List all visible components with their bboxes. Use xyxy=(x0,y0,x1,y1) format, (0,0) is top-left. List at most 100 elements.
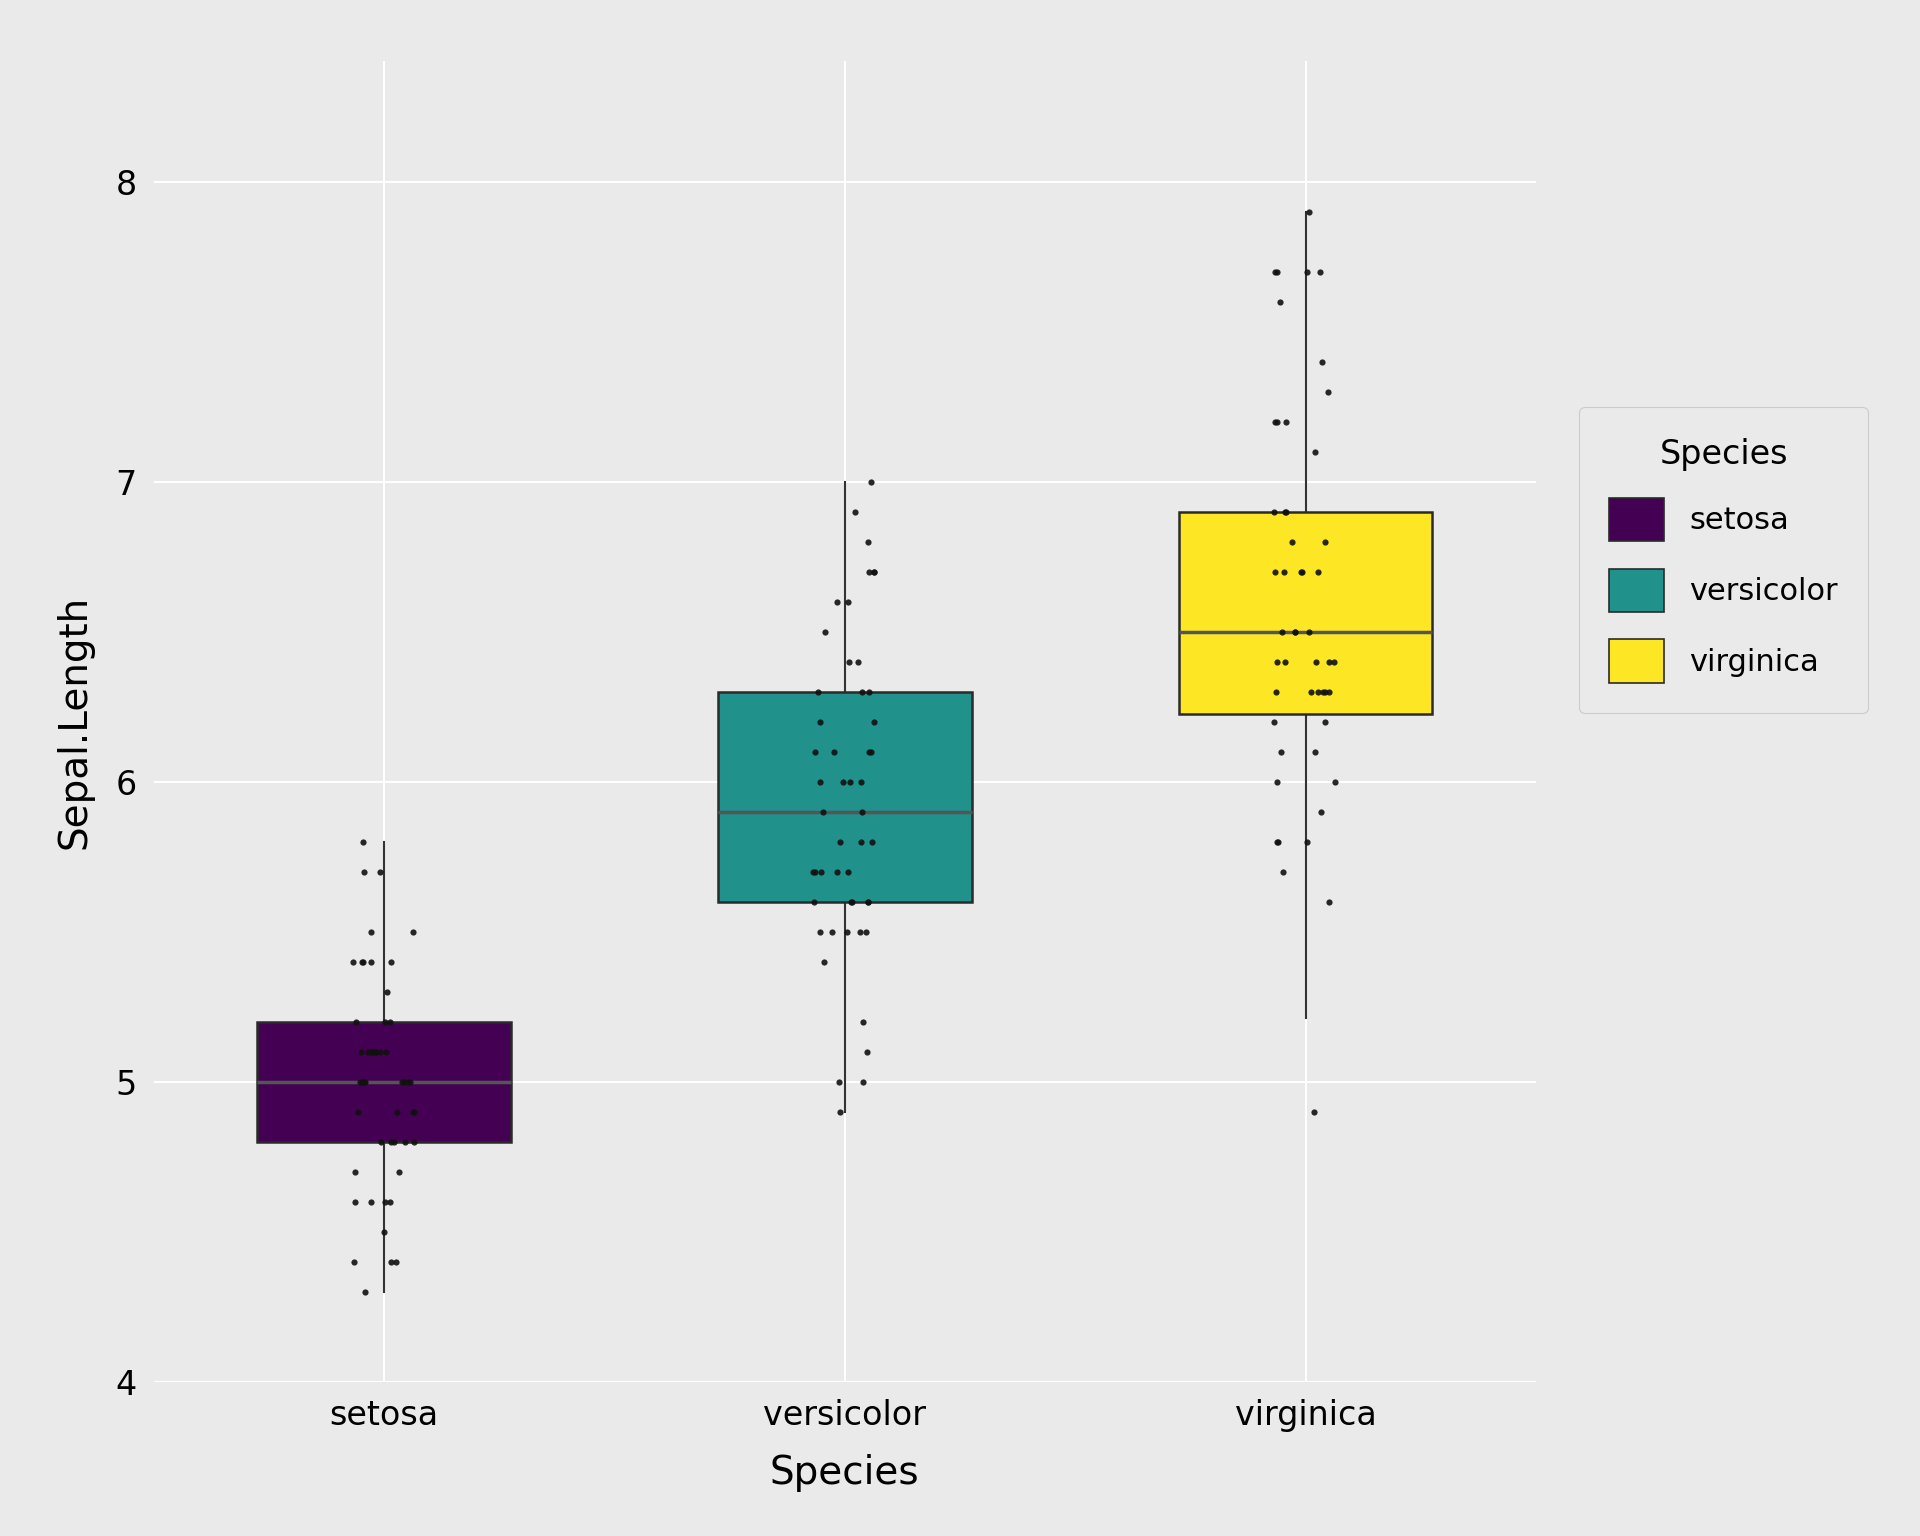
Point xyxy=(833,590,864,614)
Point xyxy=(1300,740,1331,765)
Point xyxy=(1308,679,1338,703)
Point xyxy=(357,1040,388,1064)
Point xyxy=(1319,650,1350,674)
Point xyxy=(361,1040,392,1064)
Point xyxy=(808,800,839,825)
X-axis label: Species: Species xyxy=(770,1455,920,1493)
Y-axis label: Sepal.Length: Sepal.Length xyxy=(56,594,94,849)
Point xyxy=(1296,679,1327,703)
Point xyxy=(1277,530,1308,554)
Point xyxy=(346,1071,376,1095)
Point xyxy=(349,1279,380,1304)
Point xyxy=(1309,710,1340,734)
Point xyxy=(1261,650,1292,674)
Point xyxy=(845,920,876,945)
Point xyxy=(854,740,885,765)
Point xyxy=(1319,770,1350,794)
Point xyxy=(340,1190,371,1215)
Point xyxy=(1261,770,1292,794)
Point xyxy=(856,740,887,765)
Point xyxy=(355,920,386,945)
Point xyxy=(849,1071,879,1095)
Point xyxy=(828,770,858,794)
Point xyxy=(1267,619,1298,644)
Point xyxy=(852,530,883,554)
Point xyxy=(380,1250,411,1275)
Point xyxy=(824,829,854,854)
Point xyxy=(854,559,885,584)
Point xyxy=(852,889,883,914)
Point xyxy=(822,860,852,885)
Point xyxy=(1311,379,1342,404)
Point xyxy=(1261,829,1292,854)
Point xyxy=(839,499,870,524)
Point xyxy=(355,1190,386,1215)
Point xyxy=(384,1160,415,1184)
Point xyxy=(355,1040,386,1064)
Point xyxy=(1279,619,1309,644)
Point xyxy=(342,1100,372,1124)
Point xyxy=(1294,200,1325,224)
Point xyxy=(856,829,887,854)
Point xyxy=(361,1040,392,1064)
Point xyxy=(856,470,887,495)
Point xyxy=(1260,559,1290,584)
Point xyxy=(826,1100,856,1124)
Point xyxy=(854,679,885,703)
Point xyxy=(810,619,841,644)
Point xyxy=(851,920,881,945)
Point xyxy=(1271,499,1302,524)
Point xyxy=(818,740,849,765)
Point xyxy=(374,1009,405,1034)
Point xyxy=(833,650,864,674)
Legend: setosa, versicolor, virginica: setosa, versicolor, virginica xyxy=(1578,407,1868,713)
Point xyxy=(804,770,835,794)
Point xyxy=(374,1250,405,1275)
Point xyxy=(340,1160,371,1184)
Point xyxy=(1308,349,1338,373)
Point xyxy=(1286,559,1317,584)
Point xyxy=(1306,800,1336,825)
Point xyxy=(371,1040,401,1064)
Point xyxy=(837,889,868,914)
Point xyxy=(374,1190,405,1215)
Point xyxy=(804,920,835,945)
Point xyxy=(346,949,376,974)
Point xyxy=(1281,619,1311,644)
Point xyxy=(799,740,829,765)
Point xyxy=(390,1130,420,1155)
Point xyxy=(803,679,833,703)
Point xyxy=(847,770,877,794)
Point xyxy=(399,1130,430,1155)
Point xyxy=(1286,559,1317,584)
Point xyxy=(365,1040,396,1064)
Point xyxy=(845,829,876,854)
Point xyxy=(399,1100,430,1124)
Point xyxy=(1298,1100,1329,1124)
Point xyxy=(843,650,874,674)
Point xyxy=(797,860,828,885)
Point xyxy=(858,559,889,584)
Point xyxy=(852,1040,883,1064)
Point xyxy=(388,1071,419,1095)
Point xyxy=(804,860,835,885)
Bar xyxy=(257,1021,511,1143)
Point xyxy=(1269,559,1300,584)
Point xyxy=(1309,679,1340,703)
Point xyxy=(1300,650,1331,674)
Point xyxy=(372,980,403,1005)
Point xyxy=(816,920,847,945)
Point xyxy=(1292,829,1323,854)
Point xyxy=(1265,289,1296,313)
Point xyxy=(344,1071,374,1095)
Point xyxy=(376,949,407,974)
Point xyxy=(1261,260,1292,284)
Point xyxy=(1302,679,1332,703)
Point xyxy=(355,949,386,974)
Point xyxy=(849,1009,879,1034)
Point xyxy=(835,889,866,914)
Point xyxy=(376,1130,407,1155)
Point xyxy=(338,1250,369,1275)
Point xyxy=(852,889,883,914)
Point xyxy=(1313,650,1344,674)
